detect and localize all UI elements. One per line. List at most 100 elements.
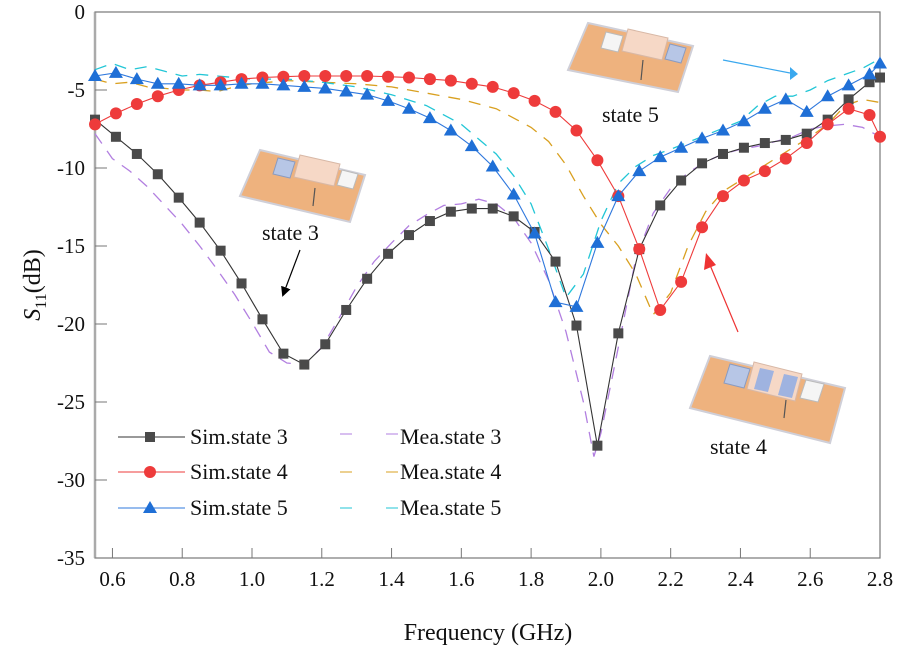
data-point [423, 73, 436, 86]
y-tick-label: -5 [68, 78, 86, 102]
data-point [320, 339, 331, 350]
data-point [759, 138, 770, 149]
data-point [613, 328, 624, 339]
data-point [571, 320, 582, 331]
x-tick-label: 2.4 [727, 567, 754, 591]
state-3-arrow [281, 249, 301, 297]
data-point [255, 76, 270, 89]
data-point [590, 235, 605, 248]
data-point [464, 139, 479, 152]
x-tick-label: 1.6 [448, 567, 474, 591]
state-5-arrowhead [790, 67, 798, 80]
data-point [215, 245, 226, 256]
data-point [131, 148, 142, 159]
data-point [779, 152, 792, 165]
state-5-device-illustration [566, 21, 695, 94]
legend-label-mea-state-3: Mea.state 3 [400, 424, 501, 449]
legend-label-sim-state-5: Sim.state 5 [190, 495, 288, 520]
data-point [213, 78, 228, 91]
state-4-device-illustration [688, 354, 847, 445]
data-point [633, 243, 646, 256]
x-tick-label: 2.0 [588, 567, 614, 591]
data-point [129, 72, 144, 85]
data-point [716, 123, 730, 136]
data-point [757, 101, 772, 114]
data-point [820, 89, 835, 102]
legend-label-mea-state-5: Mea.state 5 [400, 495, 501, 520]
data-point [109, 107, 122, 120]
y-tick-label: -10 [57, 156, 85, 180]
data-point [382, 70, 395, 83]
data-point [88, 68, 102, 81]
data-point [758, 165, 771, 178]
x-axis-ticks: 0.6 0.8 1.0 1.2 1.4 1.6 1.8 2.0 2.2 2.4 2.6 2.8 [99, 548, 893, 591]
data-point [485, 159, 500, 172]
data-point [299, 359, 310, 370]
data-point [404, 230, 414, 241]
data-point [360, 87, 375, 100]
data-point [841, 78, 856, 91]
data-point [676, 175, 687, 186]
data-point [424, 216, 435, 227]
data-point [611, 189, 626, 202]
data-point [443, 123, 458, 136]
data-point [718, 148, 728, 159]
data-point [862, 67, 877, 80]
data-point [383, 248, 394, 259]
x-tick-label: 2.6 [797, 567, 823, 591]
data-point [548, 295, 563, 308]
data-point [697, 158, 708, 169]
y-tick-label: -20 [57, 312, 85, 336]
x-tick-label: 1.2 [309, 567, 335, 591]
data-point [592, 440, 603, 451]
data-point [843, 94, 854, 105]
data-point [507, 87, 520, 100]
data-point [194, 217, 205, 228]
series-sim-state-5 [88, 56, 887, 312]
data-point [319, 69, 332, 82]
y-axis-ticks: 0 -5 -10 -15 -20 -25 -30 -35 [57, 0, 107, 570]
data-point [402, 101, 416, 114]
data-point [842, 102, 855, 115]
series-layer [88, 56, 887, 457]
data-point [736, 114, 751, 127]
legend-item-mea-state-5: Mea.state 5 [340, 495, 501, 520]
data-point [549, 105, 562, 118]
y-tick-label: -25 [57, 390, 85, 414]
series-line-mea-state-4 [94, 78, 881, 316]
data-point [444, 74, 457, 87]
data-point [361, 69, 374, 82]
x-tick-label: 1.0 [239, 567, 265, 591]
data-point [236, 278, 247, 289]
x-tick-label: 2.2 [658, 567, 684, 591]
annotation-state-3: state 3 [262, 220, 319, 245]
data-point [738, 142, 749, 153]
data-point [403, 71, 415, 84]
data-point [863, 108, 876, 121]
state-3-device-illustration [238, 148, 367, 224]
data-point [362, 273, 373, 284]
data-point [108, 65, 123, 78]
data-point [340, 69, 353, 82]
series-line-mea-state-5 [94, 58, 881, 299]
y-axis-title-main: S [20, 309, 46, 321]
data-point [800, 137, 813, 150]
state-4-arrowhead [704, 253, 716, 270]
data-point [550, 256, 561, 267]
legend-label-sim-state-3: Sim.state 3 [190, 424, 288, 449]
data-point [508, 211, 519, 222]
state-4-arrow [709, 264, 739, 333]
data-point [654, 303, 667, 316]
data-point [799, 104, 814, 117]
data-point [801, 128, 812, 139]
data-point [527, 226, 542, 239]
y-tick-label: -15 [57, 234, 85, 258]
data-point [675, 275, 688, 288]
data-point [150, 76, 165, 89]
data-point [173, 192, 184, 203]
legend-label-mea-state-4: Mea.state 4 [400, 459, 501, 484]
data-point [110, 131, 121, 142]
data-point [778, 92, 793, 105]
x-tick-label: 0.6 [99, 567, 125, 591]
legend-item-sim-state-3: Sim.state 3 [118, 424, 288, 449]
